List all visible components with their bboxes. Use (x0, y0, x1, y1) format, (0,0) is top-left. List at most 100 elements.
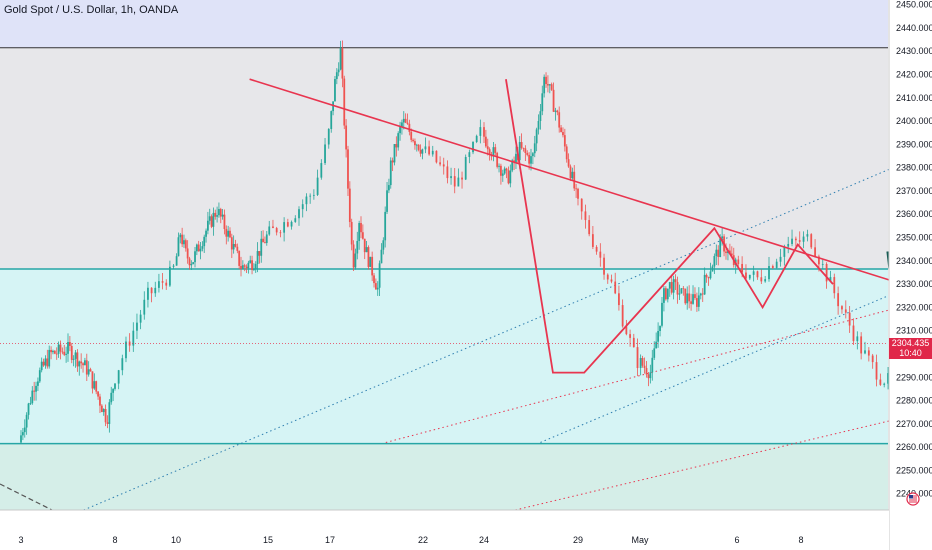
candle-body (520, 142, 523, 148)
candle-body (705, 274, 708, 278)
candle-body (775, 261, 778, 268)
candle-body (230, 237, 233, 250)
candle-body (175, 256, 178, 266)
candle-body (27, 403, 30, 415)
candle-body (599, 251, 602, 258)
candle-timer: 10:40 (899, 348, 922, 358)
candle-body (678, 293, 681, 295)
candle-body (771, 266, 774, 268)
candle-body (645, 367, 648, 375)
candle-body (85, 360, 88, 375)
candle-body (227, 230, 230, 237)
dashed-segment[interactable] (0, 483, 53, 511)
candle-body (21, 432, 24, 436)
candle-body (629, 334, 631, 338)
candle-body (397, 133, 400, 148)
time-axis[interactable] (0, 510, 889, 550)
candle-body (29, 403, 32, 404)
candle-body (414, 141, 416, 146)
candle-body (330, 111, 333, 130)
candle-body (354, 253, 357, 268)
candle-body (100, 405, 103, 413)
candle-body (78, 361, 81, 367)
candle-body (670, 282, 673, 293)
candle-body (431, 150, 434, 155)
candle-body (818, 256, 820, 265)
candle-body (324, 144, 326, 164)
channel-line[interactable] (540, 200, 932, 443)
candle-body (389, 160, 392, 186)
candle-body (345, 125, 348, 150)
candle-body (666, 288, 669, 300)
candle-body (221, 214, 224, 217)
candle-body (721, 236, 724, 239)
candle-body (446, 166, 449, 179)
candle-body (206, 220, 209, 231)
candle-body (399, 127, 401, 134)
candle-body (457, 177, 460, 187)
candle-body (567, 159, 570, 167)
candle-body (664, 288, 667, 300)
candle-body (76, 352, 79, 367)
candle-body (404, 118, 407, 123)
y-tick-label: 2270.000 (896, 419, 932, 429)
candle-body (442, 164, 445, 167)
candle-body (779, 256, 782, 262)
y-tick-label: 2250.000 (896, 465, 932, 475)
candle-body (580, 198, 583, 212)
candle-body (192, 262, 195, 264)
candle-body (829, 277, 832, 282)
candle-body (435, 150, 438, 163)
candle-body (528, 154, 531, 164)
candle-body (410, 131, 413, 140)
candle-body (552, 89, 555, 112)
candle-body (848, 312, 851, 326)
candle-body (117, 370, 120, 384)
candle-body (154, 287, 157, 294)
candle-body (258, 251, 261, 256)
candle-body (339, 47, 342, 70)
zigzag-pattern[interactable] (505, 79, 834, 374)
candle-body (367, 247, 370, 267)
candle-body (212, 212, 215, 227)
candle-body (867, 350, 870, 356)
candle-body (810, 234, 813, 248)
candle-body (393, 144, 396, 163)
candle-body (150, 287, 153, 294)
candle-body (265, 234, 268, 243)
candle-body (554, 110, 557, 112)
candle-body (264, 242, 266, 244)
candle-body (356, 240, 359, 254)
x-tick-label: 22 (418, 535, 428, 545)
price-axis[interactable] (889, 0, 932, 550)
candle-body (188, 258, 191, 266)
candle-body (571, 171, 574, 179)
candle-body (661, 302, 663, 326)
candle-body (725, 251, 727, 254)
candle-body (719, 238, 722, 258)
candle-body (203, 236, 206, 247)
candle-body (439, 162, 441, 165)
candle-body (768, 266, 770, 280)
candle-body (562, 132, 564, 136)
candle-body (223, 214, 226, 230)
channel-line[interactable] (83, 144, 932, 511)
candle-body (169, 266, 171, 286)
candle-body (301, 204, 304, 210)
candle-body (67, 341, 69, 354)
candle-body (798, 240, 801, 242)
channel-line[interactable] (385, 242, 932, 443)
candle-body (87, 369, 90, 375)
candle-body (419, 149, 422, 154)
candle-body (756, 271, 759, 278)
candle-body (703, 274, 706, 295)
candle-body (106, 422, 109, 424)
x-tick-label: 8 (112, 535, 117, 545)
us-flag-icon[interactable] (906, 492, 920, 506)
candle-body (52, 350, 54, 353)
candle-body (825, 263, 828, 282)
candle-body (558, 112, 561, 128)
y-tick-label: 2280.000 (896, 396, 932, 406)
descending-trendline[interactable] (249, 78, 932, 344)
